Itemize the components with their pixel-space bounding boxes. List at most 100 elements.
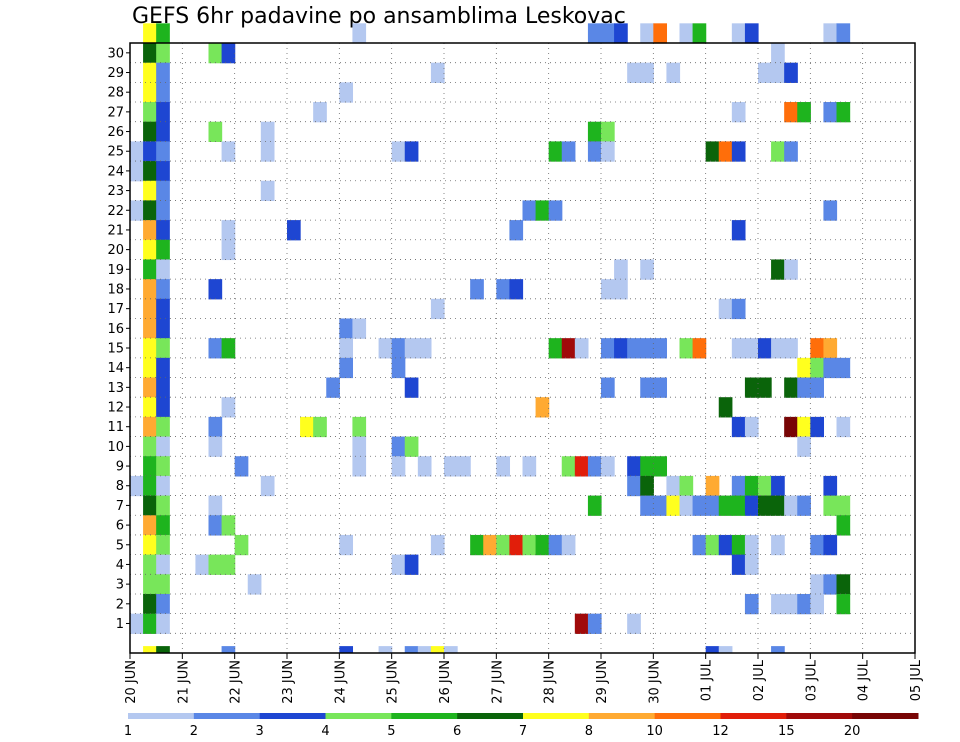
heatmap-cell	[653, 456, 668, 477]
heatmap-cell	[548, 534, 563, 556]
heatmap-cell	[404, 436, 419, 457]
heatmap-cell	[810, 574, 825, 595]
heatmap-cell	[679, 495, 694, 516]
heatmap-cell	[522, 200, 537, 221]
y-tick-label: 25	[107, 145, 124, 160]
legend-swatch	[259, 713, 326, 719]
heatmap-cell	[731, 141, 746, 162]
heatmap-cell	[404, 338, 419, 359]
heatmap-cell	[797, 416, 811, 438]
y-tick-label: 13	[107, 381, 124, 396]
heatmap-cell	[221, 515, 236, 536]
heatmap-cell	[156, 23, 170, 44]
heatmap-cell	[156, 613, 170, 634]
heatmap-cell	[430, 646, 445, 653]
legend-label: 3	[256, 724, 264, 739]
heatmap-cell	[823, 357, 838, 379]
heatmap-cell	[601, 23, 615, 44]
heatmap-cell	[339, 534, 354, 556]
y-tick-label: 29	[107, 66, 124, 81]
heatmap-cell	[627, 613, 641, 634]
heatmap-cell	[208, 416, 223, 438]
heatmap-cell	[823, 475, 838, 497]
heatmap-cell	[143, 279, 157, 300]
heatmap-cell	[234, 456, 249, 477]
legend-swatch	[193, 713, 261, 719]
heatmap-cell	[548, 141, 563, 162]
legend-label: 6	[453, 724, 461, 739]
x-tick-label: 02 JUL	[752, 659, 767, 701]
heatmap-cell	[156, 220, 170, 241]
heatmap-cell	[771, 62, 785, 83]
heatmap-cell	[404, 141, 419, 162]
heatmap-cell	[208, 43, 223, 64]
heatmap-cell	[143, 121, 157, 142]
heatmap-cell	[731, 554, 746, 575]
heatmap-cell	[810, 416, 825, 438]
y-tick-label: 6	[116, 519, 124, 534]
legend-label: 12	[712, 724, 729, 739]
heatmap-cell	[496, 534, 511, 556]
heatmap-cell	[653, 23, 668, 44]
heatmap-cell	[208, 436, 223, 457]
y-axis: 1234567891011121314151617181920212223242…	[107, 46, 130, 632]
heatmap-cell	[391, 141, 406, 162]
heatmap-cell	[771, 338, 785, 359]
heatmap-cell	[143, 318, 157, 339]
heatmap-cell	[130, 475, 144, 497]
heatmap-cell	[771, 259, 785, 280]
heatmap-cell	[535, 397, 550, 418]
heatmap-cell	[156, 416, 170, 438]
heatmap-cell	[679, 338, 694, 359]
heatmap-cell	[156, 554, 170, 575]
heatmap-cell	[143, 436, 157, 457]
x-tick-label: 24 JUN	[333, 660, 348, 704]
heatmap-cell	[797, 436, 811, 457]
heatmap-cell	[156, 43, 170, 64]
heatmap-cell	[156, 298, 170, 320]
heatmap-cell	[718, 495, 733, 516]
heatmap-cell	[195, 554, 210, 575]
x-tick-label: 23 JUN	[281, 660, 296, 704]
heatmap-cell	[208, 515, 223, 536]
legend-swatch	[720, 713, 787, 719]
heatmap-cell	[143, 82, 157, 103]
heatmap-cell	[705, 141, 720, 162]
heatmap-cell	[208, 495, 223, 516]
heatmap-cell	[718, 141, 733, 162]
heatmap-cell	[470, 534, 484, 556]
heatmap-cell	[731, 220, 746, 241]
heatmap-cell	[692, 23, 707, 44]
legend-swatch	[457, 713, 524, 719]
heatmap-cell	[640, 23, 654, 44]
heatmap-cell	[810, 338, 825, 359]
heatmap-cell	[561, 534, 576, 556]
heatmap-cell	[731, 338, 746, 359]
heatmap-cell	[444, 646, 458, 653]
heatmap-cell	[771, 534, 785, 556]
heatmap-cell	[156, 121, 170, 142]
heatmap-cell	[587, 141, 602, 162]
y-tick-label: 15	[107, 342, 124, 357]
y-tick-label: 21	[107, 223, 124, 238]
heatmap-cell	[339, 82, 354, 103]
y-tick-label: 27	[107, 105, 124, 120]
heatmap-cell	[823, 102, 838, 123]
heatmap-cell	[143, 239, 157, 261]
heatmap-cell	[797, 377, 811, 398]
y-tick-label: 20	[107, 243, 124, 258]
heatmap-cell	[758, 495, 772, 516]
heatmap-cell	[836, 416, 851, 438]
heatmap-cell	[391, 436, 406, 457]
heatmap-cell	[744, 416, 759, 438]
x-tick-label: 03 JUL	[804, 659, 819, 701]
heatmap-cell	[391, 357, 406, 379]
heatmap-cell	[784, 593, 798, 615]
legend-swatch	[523, 713, 590, 719]
heatmap-cell	[430, 534, 445, 556]
heatmap-cell	[260, 121, 275, 142]
heatmap-cell	[587, 613, 602, 634]
heatmap-cell	[574, 456, 589, 477]
heatmap-cell	[143, 646, 157, 653]
heatmap-cell	[378, 646, 393, 653]
